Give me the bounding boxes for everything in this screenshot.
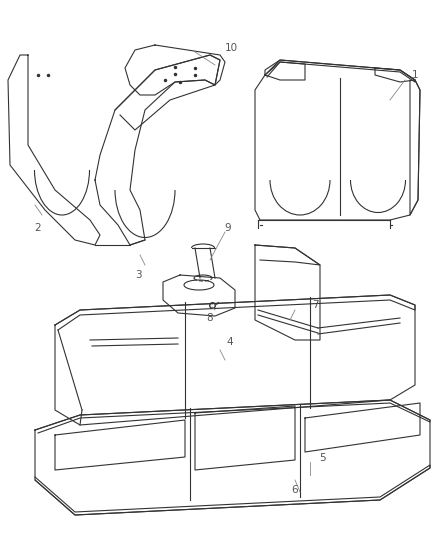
Text: 3: 3 bbox=[135, 270, 141, 280]
Text: 10: 10 bbox=[225, 43, 238, 53]
Text: 5: 5 bbox=[319, 453, 325, 463]
Text: 9: 9 bbox=[225, 223, 231, 233]
Text: 1: 1 bbox=[412, 70, 419, 80]
Text: 6: 6 bbox=[292, 485, 298, 495]
Text: 8: 8 bbox=[207, 313, 213, 323]
Text: 7: 7 bbox=[312, 300, 318, 310]
Text: 2: 2 bbox=[35, 223, 41, 233]
Text: 4: 4 bbox=[227, 337, 233, 347]
FancyArrowPatch shape bbox=[217, 302, 219, 305]
